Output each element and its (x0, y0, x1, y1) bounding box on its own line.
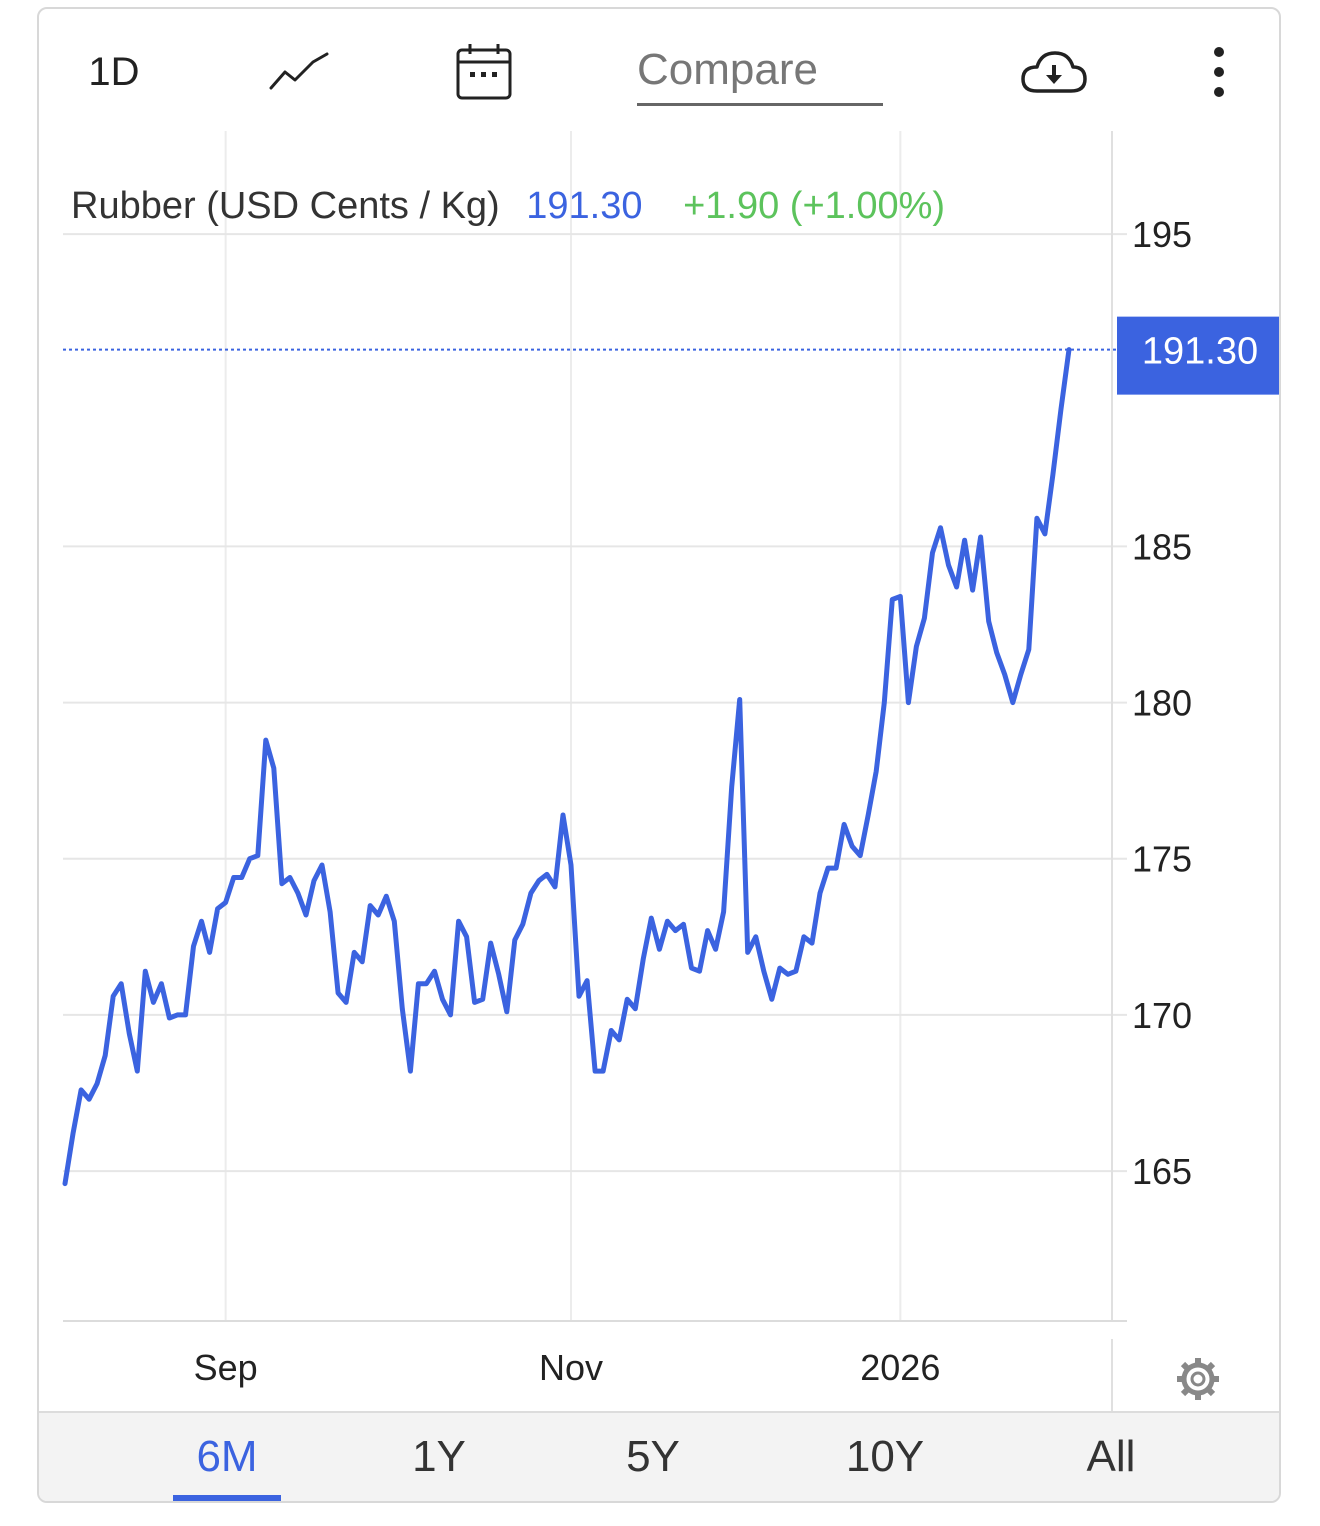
chart-header: Rubber (USD Cents / Kg) 191.30 +1.90 (+1… (71, 185, 945, 227)
last-value-label: 191.30 (1142, 331, 1258, 373)
chart-widget: 1D Compare (37, 7, 1281, 1503)
x-tick-label: 2026 (860, 1347, 940, 1388)
line-chart-icon[interactable] (264, 37, 334, 107)
more-vertical-icon[interactable] (1199, 37, 1239, 107)
calendar-icon[interactable] (449, 37, 519, 107)
price-series-line (62, 347, 1072, 1187)
gear-icon[interactable] (1177, 1358, 1219, 1400)
x-tick-label: Nov (539, 1347, 603, 1388)
price-change: +1.90 (+1.00%) (683, 185, 945, 227)
tab-6m[interactable]: 6M (173, 1413, 281, 1501)
range-tabs: 6M 1Y 5Y 10Y All (39, 1411, 1279, 1501)
instrument-title: Rubber (USD Cents / Kg) (71, 185, 500, 227)
price-chart[interactable]: 165 170 175 180 185 195 Sep Nov 2026 191.30 Rub… (39, 9, 1281, 1419)
tab-5y[interactable]: 5Y (626, 1432, 680, 1481)
y-tick-label: 185 (1132, 526, 1192, 567)
y-tick-label: 180 (1132, 683, 1192, 724)
y-tick-label: 195 (1132, 214, 1192, 255)
tab-10y[interactable]: 10Y (845, 1432, 925, 1481)
compare-input[interactable]: Compare (637, 37, 883, 106)
cloud-download-icon[interactable] (1014, 37, 1094, 107)
tab-all[interactable]: All (1086, 1432, 1136, 1481)
interval-selector[interactable]: 1D (88, 49, 140, 94)
chart-toolbar: 1D Compare (39, 9, 1279, 129)
tab-1y[interactable]: 1Y (412, 1432, 466, 1481)
x-tick-label: Sep (194, 1347, 258, 1388)
last-value-badge-bg (1117, 316, 1279, 395)
last-value-badge: 191.30 (1117, 316, 1279, 395)
y-tick-label: 175 (1132, 839, 1192, 880)
y-tick-label: 170 (1132, 995, 1192, 1036)
current-price: 191.30 (526, 185, 642, 227)
y-tick-label: 165 (1132, 1151, 1192, 1192)
